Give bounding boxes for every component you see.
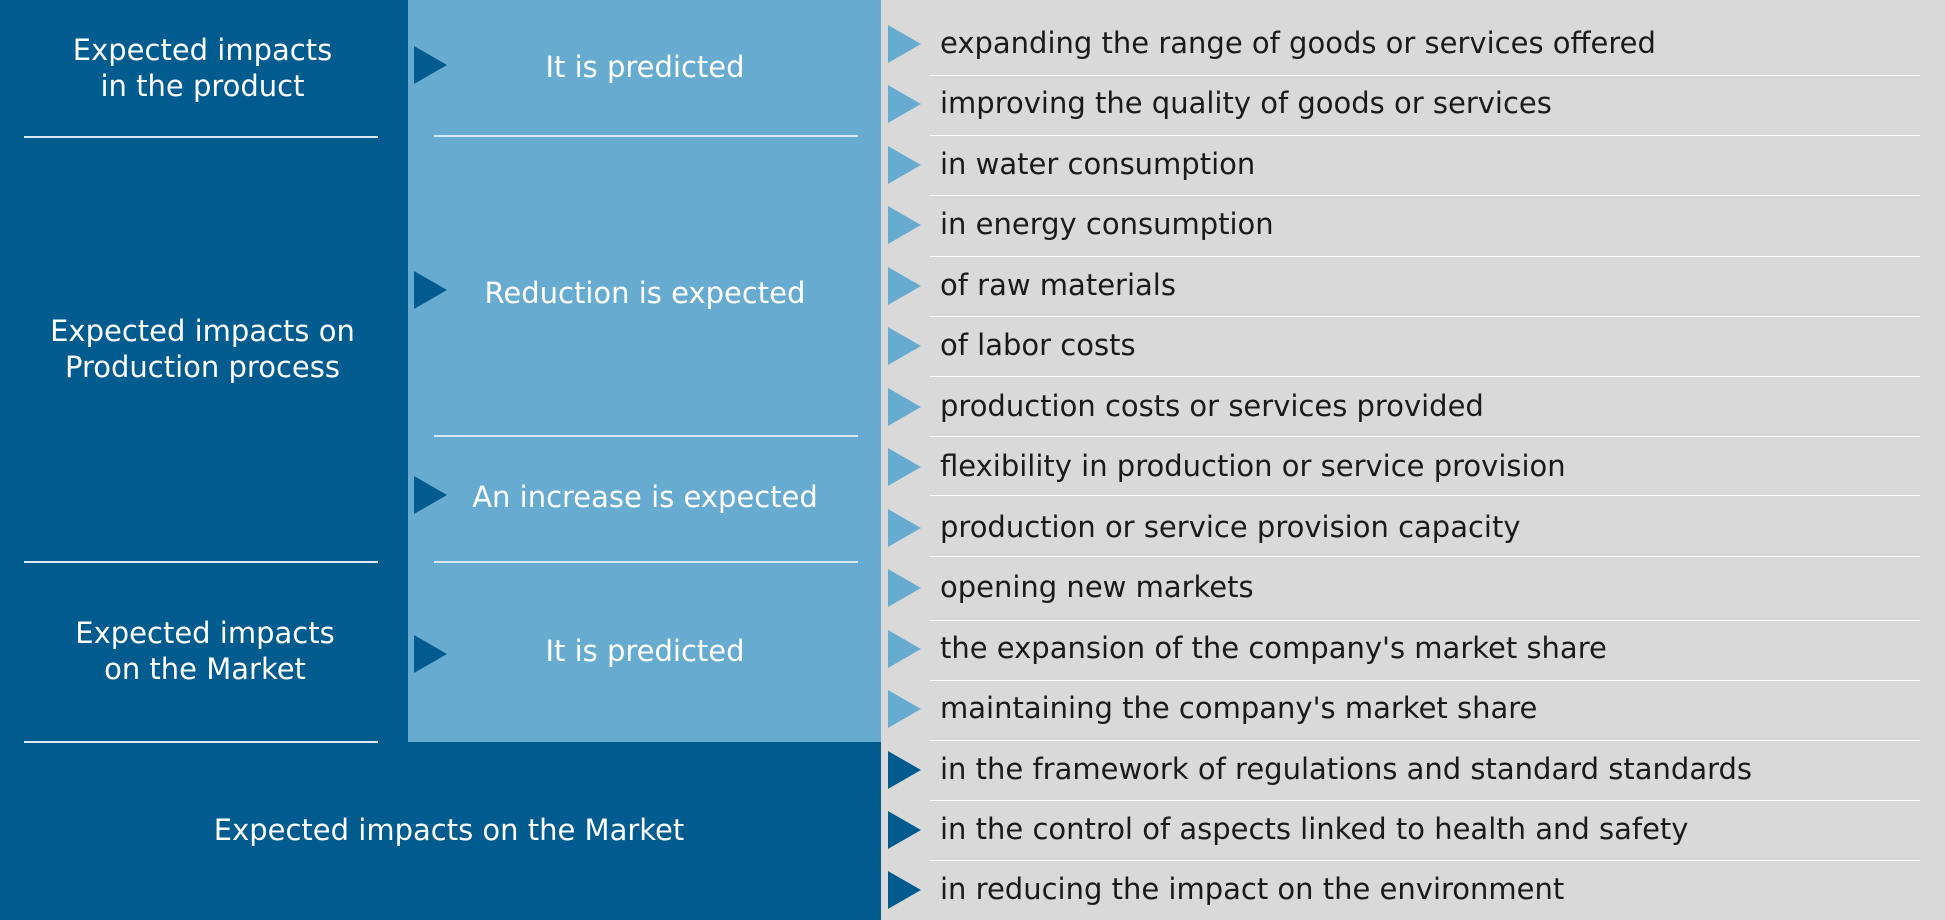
triangle-right-icon bbox=[888, 509, 921, 547]
row-divider bbox=[930, 800, 1920, 801]
triangle-right-icon bbox=[888, 448, 921, 486]
list-item: in energy consumption bbox=[940, 207, 1274, 241]
subcategory-product-predicted: It is predicted bbox=[545, 50, 745, 84]
triangle-right-icon bbox=[414, 271, 447, 309]
category-production: Expected impacts on Production process bbox=[50, 313, 355, 384]
list-item: of raw materials bbox=[940, 268, 1176, 302]
triangle-right-icon bbox=[888, 327, 921, 365]
list-item: in the control of aspects linked to heal… bbox=[940, 812, 1689, 846]
triangle-right-icon bbox=[414, 635, 447, 673]
triangle-right-icon bbox=[888, 388, 921, 426]
row-divider bbox=[930, 135, 1920, 136]
subcategory-divider bbox=[434, 135, 858, 137]
list-item: in reducing the impact on the environmen… bbox=[940, 872, 1565, 906]
row-divider bbox=[930, 680, 1920, 681]
triangle-right-icon bbox=[888, 811, 921, 849]
row-divider bbox=[930, 740, 1920, 741]
category-product: Expected impacts in the product bbox=[72, 33, 333, 103]
triangle-right-icon bbox=[888, 569, 921, 607]
category-bottom: Expected impacts on the Market bbox=[213, 813, 685, 847]
row-divider bbox=[930, 256, 1920, 257]
subcategory-market-predicted: It is predicted bbox=[545, 634, 745, 668]
subcategory-reduction: Reduction is expected bbox=[484, 275, 806, 310]
row-divider bbox=[930, 556, 1920, 557]
list-item: flexibility in production or service pro… bbox=[940, 449, 1566, 483]
row-divider bbox=[930, 860, 1920, 861]
list-item: in the framework of regulations and stan… bbox=[940, 752, 1753, 786]
list-item: the expansion of the company's market sh… bbox=[940, 631, 1607, 665]
row-divider bbox=[930, 316, 1920, 317]
triangle-right-icon bbox=[888, 85, 921, 123]
subcategory-divider bbox=[434, 435, 858, 437]
triangle-right-icon bbox=[888, 630, 921, 668]
category-panel bbox=[0, 0, 408, 742]
items-panel bbox=[881, 0, 1945, 920]
category-divider bbox=[24, 741, 378, 743]
triangle-right-icon bbox=[888, 871, 921, 909]
list-item: expanding the range of goods or services… bbox=[940, 26, 1656, 60]
list-item: maintaining the company's market share bbox=[940, 691, 1538, 725]
row-divider bbox=[930, 436, 1920, 437]
category-divider bbox=[24, 561, 378, 563]
row-divider bbox=[930, 620, 1920, 621]
triangle-right-icon bbox=[414, 476, 447, 514]
list-item: production or service provision capacity bbox=[940, 510, 1521, 544]
triangle-right-icon bbox=[888, 146, 921, 184]
list-item: improving the quality of goods or servic… bbox=[940, 86, 1552, 120]
subcategory-divider bbox=[434, 561, 858, 563]
subcategory-increase: An increase is expected bbox=[472, 480, 818, 514]
category-market: Expected impacts on the Market bbox=[75, 616, 335, 686]
triangle-right-icon bbox=[888, 206, 921, 244]
triangle-right-icon bbox=[888, 25, 921, 63]
triangle-right-icon bbox=[414, 46, 447, 84]
list-item: production costs or services provided bbox=[940, 389, 1484, 423]
row-divider bbox=[930, 495, 1920, 496]
list-item: of labor costs bbox=[940, 328, 1136, 362]
triangle-right-icon bbox=[888, 267, 921, 305]
bottom-category-panel bbox=[0, 742, 881, 920]
category-divider bbox=[24, 136, 378, 138]
subcategory-panel bbox=[408, 0, 881, 742]
list-item: in water consumption bbox=[940, 147, 1256, 181]
list-item: opening new markets bbox=[940, 570, 1254, 604]
row-divider bbox=[930, 75, 1920, 76]
triangle-right-icon bbox=[888, 751, 921, 789]
row-divider bbox=[930, 376, 1920, 377]
row-divider bbox=[930, 195, 1920, 196]
triangle-right-icon bbox=[888, 690, 921, 728]
